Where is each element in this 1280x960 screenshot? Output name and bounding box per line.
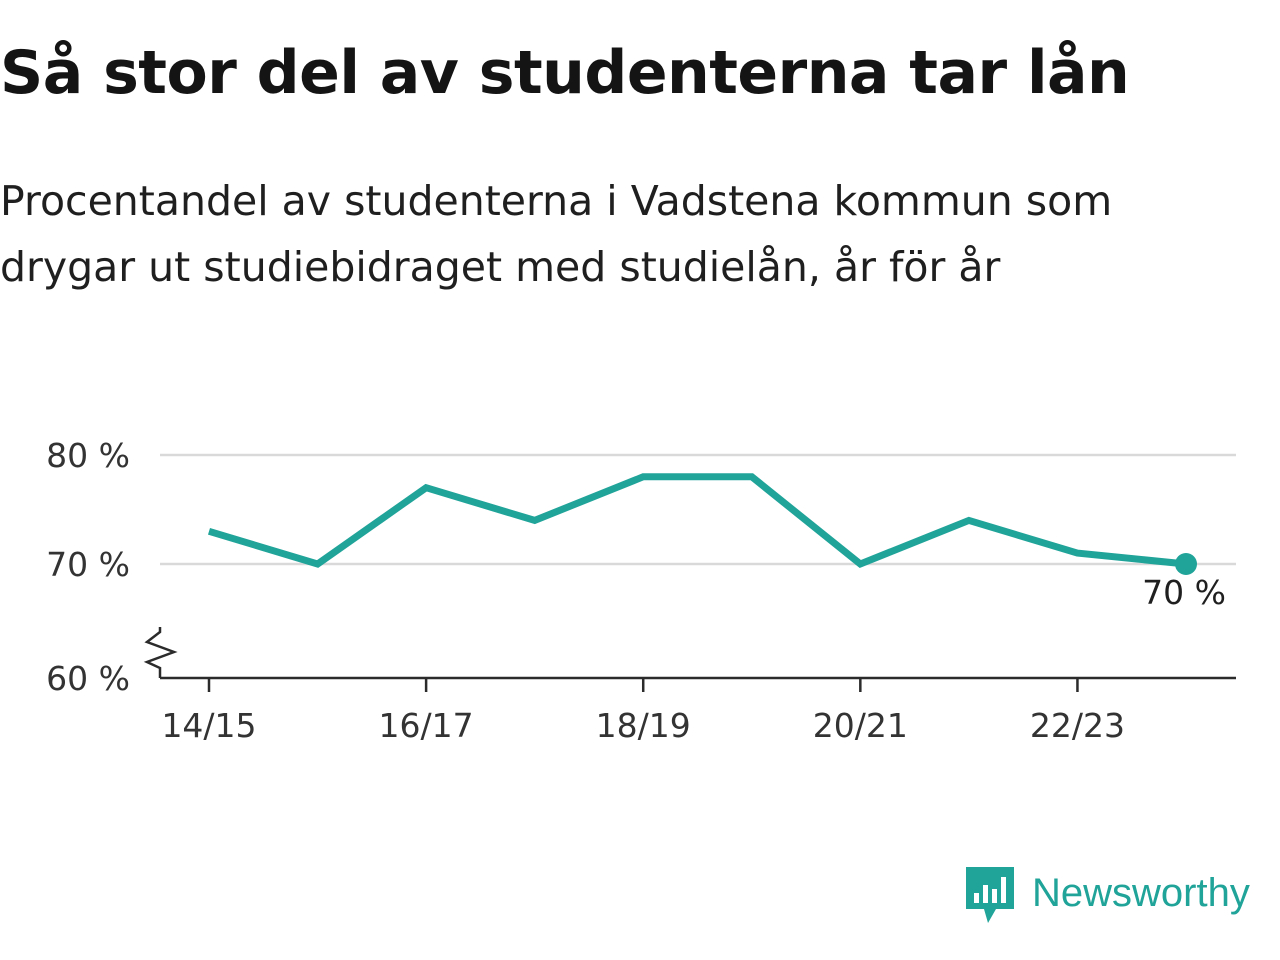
axis-break-mark (143, 627, 178, 678)
x-tick-label: 14/15 (161, 706, 256, 745)
gridlines (160, 453, 1236, 566)
newsworthy-logo-icon (966, 867, 1014, 923)
brand-name: Newsworthy (1032, 870, 1250, 915)
series-line (207, 473, 1187, 569)
end-value-label: 70 % (1142, 573, 1226, 612)
x-tick-label: 20/21 (813, 706, 908, 745)
y-tick-label: 80 % (46, 436, 130, 475)
x-tick-label: 18/19 (596, 706, 691, 745)
x-axis: 14/15 16/17 18/19 20/21 22/23 (160, 676, 1236, 745)
y-tick-label: 60 % (46, 659, 130, 698)
y-tick-label: 70 % (46, 545, 130, 584)
end-point-marker (1175, 553, 1197, 575)
x-tick-label: 22/23 (1030, 706, 1125, 745)
chart-subtitle: Procentandel av studenterna i Vadstena k… (0, 177, 1113, 291)
chart-title: Så stor del av studenterna tar lån (0, 38, 1130, 108)
newsworthy-logo: Newsworthy (964, 864, 1250, 928)
y-axis: 80 % 70 % 60 % (46, 436, 178, 698)
series-group: 70 % (207, 473, 1226, 612)
x-tick-label: 16/17 (379, 706, 474, 745)
